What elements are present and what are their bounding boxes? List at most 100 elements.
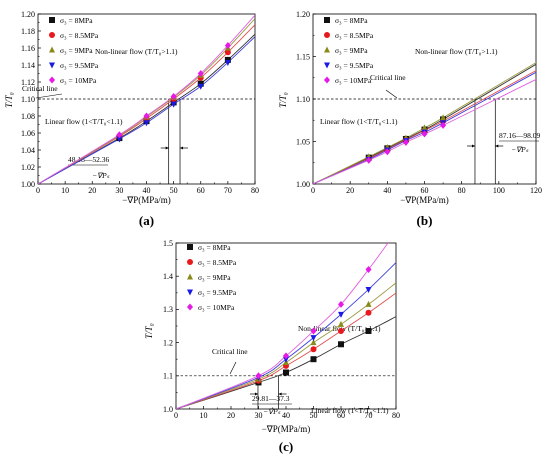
data-point (197, 80, 204, 87)
data-point (421, 130, 428, 138)
critical-pointer (229, 361, 237, 375)
legend-marker (49, 46, 55, 53)
data-point (283, 356, 289, 363)
y-tick-label: 1.10 (21, 95, 35, 104)
legend: σ₃ = 8MPa σ₃ = 8.5MPa σ₃ = 9MPa σ₃ = 9.5MPa… (49, 16, 99, 85)
y-tick-label: 1.00 (296, 180, 310, 189)
x-tick-label: 60 (337, 411, 345, 420)
range-subscript-label: −∇Pₛ (511, 145, 529, 154)
data-point (283, 369, 289, 376)
legend-label: σ₃ = 8MPa (335, 16, 368, 25)
range-subscript-label: −∇Pₛ (92, 171, 110, 180)
x-tick-label: 60 (421, 186, 429, 195)
x-tick-label: 0 (174, 411, 178, 420)
data-point (255, 372, 262, 380)
x-axis-label: −∇P(MPa/m) (400, 195, 449, 205)
data-point (310, 356, 317, 363)
data-point (197, 83, 204, 90)
data-point (224, 49, 231, 56)
y-tick-label: 1.10 (296, 95, 310, 104)
legend-label: σ₃ = 10MPa (335, 76, 372, 85)
range-arrowhead-left (471, 144, 475, 148)
x-tick-label: 30 (255, 411, 263, 420)
y-tick-label: 1.14 (21, 61, 35, 70)
legend-marker (49, 62, 55, 69)
legend: σ₃ = 8MPa σ₃ = 8.5MPa σ₃ = 9MPa σ₃ = 9.5MPa… (324, 16, 374, 85)
x-tick-label: 50 (310, 411, 318, 420)
chart-panel-2: 0 20 40 60 80 100 120 1.00 1.05 1.10 1.15 1.20 −∇P(M… (278, 10, 542, 228)
data-point (365, 300, 372, 307)
linear-flow-label: Linear flow (1<T/T₀<1.1) (320, 117, 398, 126)
legend-marker (324, 46, 330, 53)
legend-label: σ₃ = 8.5MPa (335, 31, 374, 40)
y-axis-label: T/T₀ (278, 92, 288, 108)
range-arrowhead-right (495, 144, 499, 148)
range-arrowhead-right (180, 146, 184, 150)
legend-marker (49, 32, 55, 38)
legend-marker (324, 62, 330, 69)
y-tick-label: 1.05 (296, 137, 310, 146)
data-point (116, 136, 123, 143)
linear-flow-label: Linear flow (1<T/T₀<1.1) (311, 406, 389, 415)
data-point (338, 341, 344, 348)
chart-panel-3: 0 10 20 30 40 50 60 70 80 1.0 1.1 1.2 1.3 1.4 1.5 −∇P(M… (144, 239, 400, 454)
range-annotation: 87.16—98.09 (499, 131, 541, 140)
data-point (224, 59, 231, 66)
range-arrowhead-left (165, 146, 169, 150)
data-point (170, 101, 177, 108)
x-tick-label: 10 (61, 186, 69, 195)
critical-pointer (385, 89, 398, 99)
y-tick-label: 1.1 (163, 372, 173, 381)
data-point (384, 148, 391, 156)
data-point (365, 286, 372, 293)
x-axis-label: −∇P(MPa/m) (122, 195, 171, 205)
data-point (310, 339, 317, 346)
data-point (365, 309, 372, 316)
y-axis-label: T/T₀ (4, 92, 14, 108)
legend-label: σ₃ = 9MPa (60, 46, 93, 55)
panel-label: (a) (139, 213, 154, 228)
data-point (170, 92, 177, 100)
x-tick-label: 10 (200, 411, 208, 420)
data-point (224, 41, 231, 49)
x-tick-label: 20 (346, 186, 354, 195)
linear-flow-label: Linear flow (1<T/T₀<1.1) (45, 117, 123, 126)
range-annotation: 48.18—52.36 (68, 155, 110, 164)
x-tick-label: 20 (88, 186, 96, 195)
legend-marker (187, 273, 193, 280)
data-point (440, 114, 447, 121)
legend-label: σ₃ = 9.5MPa (198, 288, 237, 297)
data-point (116, 131, 123, 139)
range-annotation: 29.81—37.3 (252, 394, 290, 403)
y-tick-label: 1.08 (21, 112, 35, 121)
legend-label: σ₃ = 10MPa (60, 76, 97, 85)
data-point (338, 300, 344, 308)
range-arrowhead-left (254, 392, 258, 396)
x-tick-label: 120 (530, 186, 542, 195)
x-tick-label: 40 (282, 411, 290, 420)
data-point (402, 138, 409, 146)
data-point (143, 120, 150, 127)
data-point (365, 266, 372, 274)
data-point (421, 124, 428, 131)
legend-marker (49, 17, 55, 23)
x-tick-label: 60 (197, 186, 205, 195)
legend-label: σ₃ = 9MPa (198, 273, 231, 282)
y-tick-label: 1.5 (163, 239, 173, 248)
nonlinear-flow-label: Non-linear flow (T/T₀>1.1) (415, 47, 498, 56)
y-tick-label: 1.2 (163, 338, 173, 347)
legend-label: σ₃ = 8.5MPa (198, 258, 237, 267)
data-point (338, 320, 344, 327)
x-tick-label: 20 (227, 411, 235, 420)
legend-label: σ₃ = 8MPa (60, 16, 93, 25)
y-tick-label: 1.18 (21, 27, 35, 36)
x-tick-label: 50 (170, 186, 178, 195)
nonlinear-flow-label: Non-linear flow (T/T₀>1.1) (95, 47, 178, 56)
legend-marker (187, 289, 193, 296)
legend-label: σ₃ = 9.5MPa (60, 61, 99, 70)
x-tick-label: 80 (458, 186, 466, 195)
y-tick-label: 1.16 (21, 44, 35, 53)
y-tick-label: 1.20 (21, 10, 35, 19)
y-tick-label: 1.04 (21, 146, 35, 155)
x-tick-label: 30 (115, 186, 123, 195)
